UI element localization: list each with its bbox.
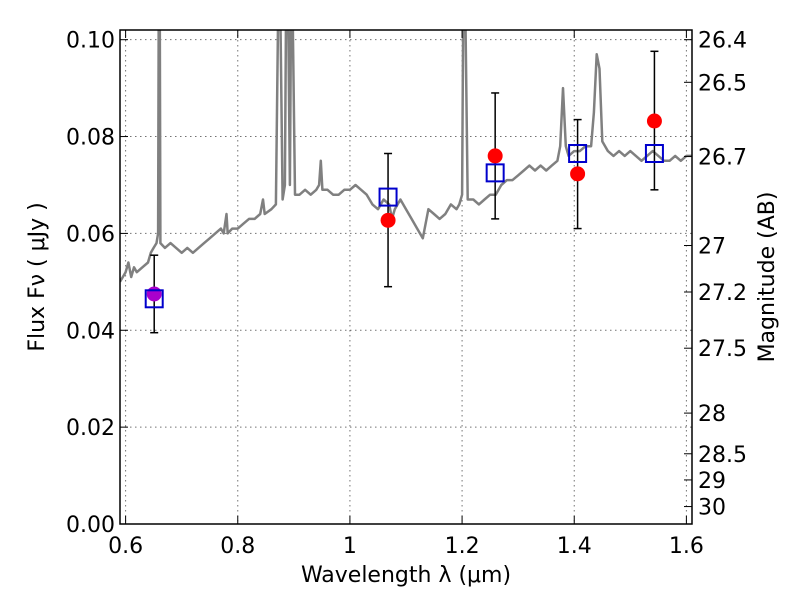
axis-ticks xyxy=(120,30,692,525)
magnitude-tick-label: 26.5 xyxy=(698,71,747,96)
x-axis-label: Wavelength λ (μm) xyxy=(301,563,511,588)
model-band-point xyxy=(485,163,505,183)
observed-point xyxy=(380,212,396,228)
y-tick-label: 0.02 xyxy=(66,416,115,441)
y-tick-label: 0.08 xyxy=(66,126,115,151)
model-band-point xyxy=(378,187,398,207)
y-tick-labels: 0.00 0.02 0.04 0.06 0.08 0.10 xyxy=(66,29,115,538)
model-band-point xyxy=(144,289,164,309)
x-tick-label: 1.4 xyxy=(557,534,592,559)
magnitude-tick-label: 27 xyxy=(698,235,726,260)
x-tick-label: 1 xyxy=(343,534,357,559)
y-tick-label: 0.00 xyxy=(66,513,115,538)
spectrum-line xyxy=(120,30,692,283)
magnitude-tick-label: 27.5 xyxy=(698,337,747,362)
magnitude-tick-label: 28 xyxy=(698,402,726,427)
y-tick-label: 0.06 xyxy=(66,222,115,247)
x-tick-label: 1.6 xyxy=(669,534,704,559)
observed-point xyxy=(487,148,503,164)
grid-lines xyxy=(120,30,692,524)
magnitude-tick-label: 26.7 xyxy=(698,145,747,170)
observed-points xyxy=(146,113,662,302)
plot-frame xyxy=(119,29,693,525)
magnitude-tick-label: 30 xyxy=(698,496,726,521)
model-spectrum xyxy=(120,30,692,283)
y-axis-label: Flux Fν ( μJy ) xyxy=(25,202,50,351)
model-band-points xyxy=(144,144,664,309)
observed-point xyxy=(146,286,162,302)
x-tick-labels: 0.6 0.8 1 1.2 1.4 1.6 xyxy=(108,534,704,559)
y-tick-label: 0.10 xyxy=(66,29,115,54)
x-tick-label: 1.2 xyxy=(445,534,480,559)
x-tick-label: 0.8 xyxy=(220,534,255,559)
observed-point xyxy=(646,113,662,129)
y-tick-label: 0.04 xyxy=(66,319,115,344)
model-band-point xyxy=(568,144,588,163)
x-tick-label: 0.6 xyxy=(108,534,143,559)
magnitude-tick-label: 28.5 xyxy=(698,443,747,468)
magnitude-tick-label: 26.4 xyxy=(698,29,747,54)
model-band-point xyxy=(644,144,664,163)
magnitude-tick-label: 29 xyxy=(698,469,726,494)
magnitude-tick-label: 27.2 xyxy=(698,281,747,306)
y2-axis-label: Magnitude (AB) xyxy=(755,192,780,363)
observed-point xyxy=(570,166,586,182)
error-bars xyxy=(150,50,659,334)
